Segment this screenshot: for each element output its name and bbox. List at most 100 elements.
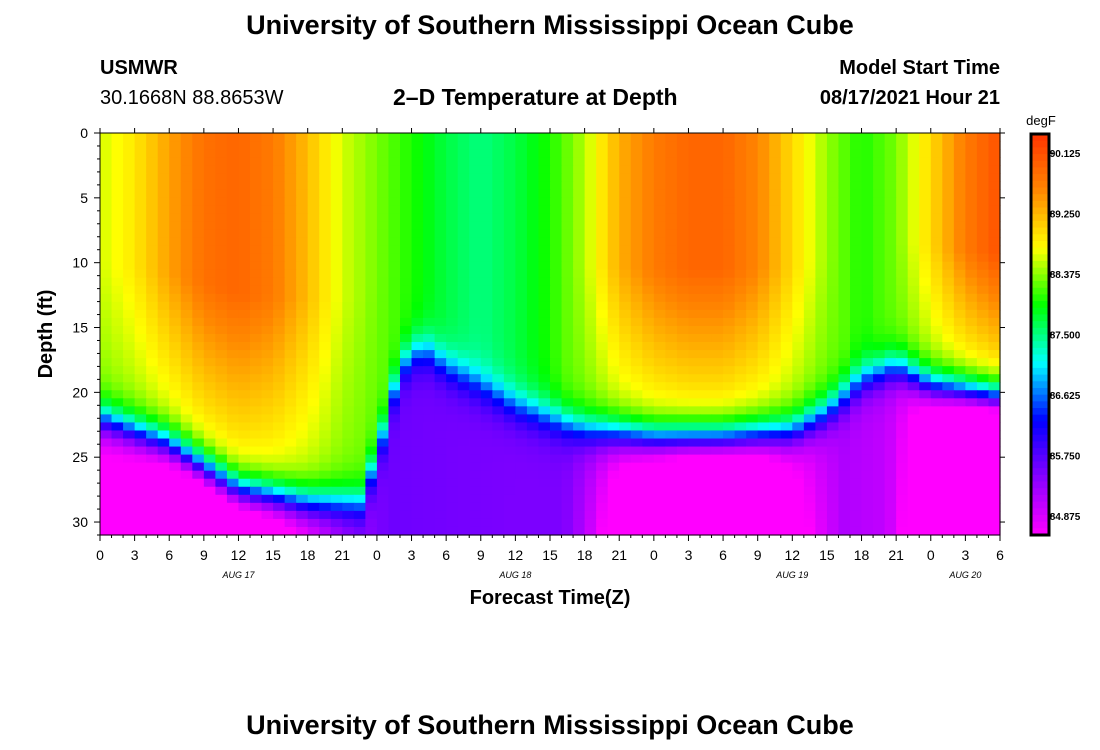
heatmap-cell [884,317,897,327]
heatmap-cell [123,141,136,150]
heatmap-cell [746,374,759,383]
heatmap-cell [850,462,863,472]
heatmap-cell [965,133,978,142]
heatmap-cell [388,309,401,319]
heatmap-cell [653,390,666,399]
heatmap-cell [434,462,447,472]
heatmap-cell [757,269,770,279]
heatmap-cell [411,317,424,327]
heatmap-cell [965,237,978,247]
heatmap-cell [723,261,736,271]
heatmap-cell [100,438,113,448]
heatmap-cell [215,213,228,223]
heatmap-cell [365,398,378,407]
heatmap-cell [630,277,643,287]
heatmap-cell [826,414,840,424]
heatmap-cell [123,470,136,480]
heatmap-cell [515,317,528,327]
heatmap-cell [861,374,874,383]
heatmap-cell [330,197,343,206]
heatmap-cell [157,229,170,239]
heatmap-cell [780,454,793,464]
heatmap-cell [561,510,574,520]
heatmap-cell [642,301,655,311]
heatmap-cell [734,502,747,512]
heatmap-cell [780,526,793,536]
heatmap-cell [515,213,528,223]
heatmap-cell [400,494,413,504]
heatmap-cell [400,317,413,327]
heatmap-cell [157,438,170,448]
heatmap-cell [261,253,274,263]
heatmap-cell [907,342,920,351]
heatmap-cell [100,285,113,295]
heatmap-cell [192,342,205,351]
heatmap-cell [480,245,493,255]
heatmap-cell [538,261,551,271]
heatmap-cell [550,494,563,504]
heatmap-cell [330,285,343,295]
heatmap-cell [238,510,251,520]
heatmap-cell [457,157,470,166]
heatmap-cell [503,470,516,480]
heatmap-cell [907,165,920,174]
heatmap-cell [769,221,782,231]
heatmap-cell [930,253,943,263]
x-tick-label: 6 [996,547,1004,563]
plot-title: 2–D Temperature at Depth [393,84,678,110]
heatmap-cell [584,189,597,198]
heatmap-cell [976,277,990,287]
heatmap-cell [296,470,309,480]
heatmap-cell [873,462,886,472]
heatmap-cell [446,438,459,448]
heatmap-cell [123,173,136,182]
heatmap-cell [388,406,401,415]
heatmap-cell [180,502,193,512]
heatmap-cell [388,213,401,223]
heatmap-cell [169,197,182,206]
heatmap-cell [538,398,551,407]
heatmap-cell [630,165,643,174]
heatmap-cell [100,245,113,255]
heatmap-cell [411,526,424,536]
heatmap-cell [573,470,586,480]
heatmap-cell [815,398,828,407]
heatmap-cell [261,221,274,231]
heatmap-cell [215,301,228,311]
heatmap-cell [803,510,816,520]
heatmap-cell [942,261,955,271]
heatmap-cell [596,406,609,415]
heatmap-cell [884,342,897,351]
heatmap-cell [942,197,955,206]
heatmap-cell [665,510,678,520]
heatmap-cell [919,526,932,536]
heatmap-cell [838,350,851,359]
heatmap-cell [826,317,840,327]
heatmap-cell [492,438,505,448]
heatmap-cell [965,390,978,399]
heatmap-cell [803,390,816,399]
heatmap-cell [296,149,309,158]
heatmap-cell [803,374,816,383]
heatmap-cell [226,382,240,391]
heatmap-cell [688,518,701,528]
heatmap-cell [238,406,251,415]
heatmap-cell [307,390,320,399]
heatmap-cell [711,414,724,424]
heatmap-cell [550,213,563,223]
heatmap-cell [388,221,401,231]
colorbar-segment [1031,307,1049,316]
heatmap-cell [307,334,320,343]
heatmap-cell [284,446,297,456]
heatmap-cell [734,382,747,391]
heatmap-cell [826,165,840,174]
heatmap-cell [388,157,401,166]
heatmap-cell [596,486,609,496]
heatmap-cell [976,173,990,182]
heatmap-cell [780,502,793,512]
heatmap-cell [423,301,436,311]
heatmap-cell [503,149,516,158]
colorbar-segment [1031,174,1049,182]
heatmap-cell [192,245,205,255]
heatmap-cell [469,221,482,231]
